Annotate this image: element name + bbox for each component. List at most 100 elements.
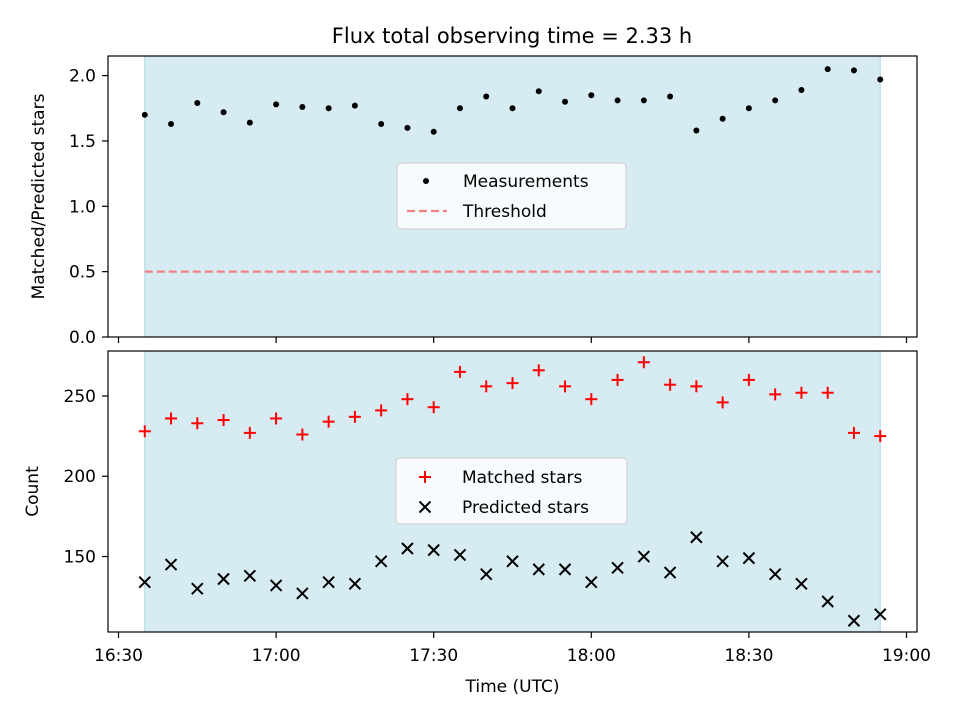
predicted-star-point [532,563,545,576]
measurement-point [824,66,831,73]
measurement-point [693,127,700,134]
ratio-y-tick-label: 0.0 [69,328,96,348]
predicted-star-point [795,577,808,591]
ratio-legend: Measurements Threshold [396,162,627,230]
measurement-point [535,88,542,95]
predicted-star-point [611,561,624,574]
measurement-point [299,103,306,110]
measurement-point [667,93,674,100]
matched-star-point [401,393,414,406]
legend-predicted-label: Predicted stars [462,498,589,518]
matched-star-point [165,412,178,425]
measurement-point [877,76,884,83]
matched-star-point [559,380,572,393]
x-tick-label: 17:00 [252,646,301,666]
x-tick-label: 16:30 [94,646,143,666]
measurement-point [719,115,726,122]
predicted-star-point [217,572,230,586]
measurement-point [220,109,227,116]
matched-stars-points [138,356,887,443]
measurement-point [404,124,411,131]
x-axis-label: Time (UTC) [465,677,560,697]
matched-star-point [637,356,650,369]
matched-star-point [690,380,703,393]
count-legend-box [395,457,628,525]
matched-star-point [716,396,729,409]
predicted-star-point [427,543,440,557]
measurement-point [141,111,148,118]
x-tick-label: 19:00 [882,646,931,666]
measurement-point [194,100,201,107]
ratio-plot-frame [107,55,918,338]
matched-star-point [611,373,624,386]
count-x-axis: 16:30 17:00 17:30 18:00 18:30 19:00 [94,632,931,666]
legend-matched-label: Matched stars [462,468,582,488]
matched-star-point [427,401,440,414]
predicted-star-point [191,582,204,595]
ratio-y-tick-label: 1.0 [69,197,96,217]
x-tick-label: 18:30 [724,646,773,666]
matched-star-point [847,426,860,439]
matched-star-point [322,415,335,428]
count-y-tick-label: 250 [64,387,96,407]
legend-threshold-label: Threshold [462,202,547,222]
measurement-point [640,97,647,104]
count-legend: Matched stars Predicted stars [395,457,628,525]
measurement-point [509,105,516,112]
predicted-star-point [138,576,151,589]
matched-star-point [270,412,283,425]
matched-star-point [874,430,887,443]
predicted-star-point [821,595,834,608]
predicted-star-point [164,558,178,571]
matched-star-point [217,414,230,427]
ratio-y-axis-label: Matched/Predicted stars [29,93,49,299]
measurement-point [588,92,595,99]
legend-matched-marker [419,471,431,483]
predicted-star-point [585,576,598,589]
matched-star-point [821,386,834,399]
measurement-points [141,66,884,135]
predicted-star-point [506,555,519,568]
count-y-tick-label: 150 [64,548,96,568]
predicted-star-point [558,563,572,576]
count-y-axis-label: Count [23,466,43,517]
ratio-y-axis: 0.0 0.5 1.0 1.5 2.0 [69,67,108,348]
x-tick-label: 17:30 [409,646,458,666]
matched-star-point [453,365,466,378]
matched-star-point [138,425,151,438]
measurement-point [430,128,437,135]
predicted-star-point [269,579,283,592]
measurement-point [562,98,569,105]
predicted-star-point [663,566,677,579]
matched-star-point [506,377,519,390]
legend-measurements-label: Measurements [463,172,589,192]
count-plot-frame [107,350,918,633]
predicted-star-point [374,555,388,568]
measurement-point [614,97,621,104]
measurement-point [772,97,779,104]
measurement-point [745,105,752,112]
predicted-star-point [742,551,756,565]
predicted-star-point [453,548,467,562]
legend-predicted-marker [418,500,432,514]
predicted-star-point [847,614,861,627]
measurement-point [273,101,280,108]
predicted-star-point [690,531,703,544]
measurement-point [246,119,253,126]
matched-star-point [191,417,204,430]
ratio-y-tick-label: 2.0 [69,67,96,87]
chart-title: Flux total observing time = 2.33 h [332,24,692,48]
matched-star-point [296,428,309,441]
predicted-star-point [716,555,729,568]
predicted-star-point [322,576,335,589]
matched-star-point [348,410,361,423]
legend-measurements-marker [423,178,429,184]
measurement-point [483,93,490,100]
count-y-tick-label: 200 [64,467,96,487]
predicted-star-point [874,608,887,621]
predicted-star-point [637,550,651,563]
matched-star-point [585,393,598,406]
predicted-stars-points [138,531,887,627]
measurement-point [378,120,385,127]
